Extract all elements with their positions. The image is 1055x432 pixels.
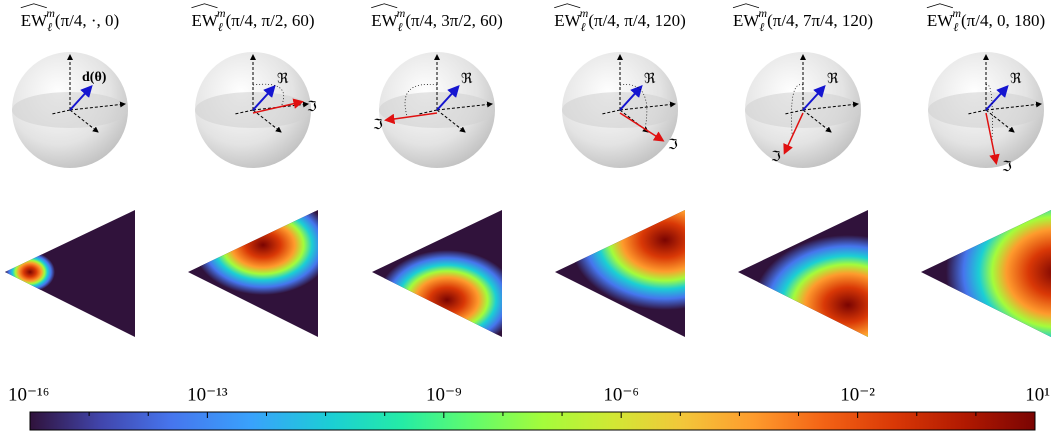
vector-red [384, 112, 438, 125]
imag-label: ℑ [668, 138, 678, 153]
subscript: ℓ [953, 20, 958, 34]
axis [784, 109, 804, 115]
subscript: ℓ [47, 20, 52, 34]
panel-title: EWℓm(π/4, π/2, 60) [191, 6, 314, 34]
vector-red [619, 112, 665, 142]
colorbar-tick-label: 10⁻⁹ [426, 384, 462, 405]
args: (π/4, π/2, 60) [226, 11, 315, 30]
colorbar [29, 411, 1036, 431]
axis [418, 109, 438, 115]
heatmap-blob [193, 210, 318, 295]
operator: EW [21, 11, 48, 30]
subscript: ℓ [581, 20, 586, 34]
subscript: ℓ [398, 20, 403, 34]
colorbar-tick-label: 10⁻² [840, 384, 875, 405]
args: (π/4, 7π/4, 120) [767, 11, 873, 30]
axis [69, 101, 126, 111]
vector-d [985, 85, 1009, 111]
imag-label: ℑ [1002, 160, 1012, 175]
colorbar-tick-label: 10⁻¹³ [187, 384, 228, 405]
axis [985, 109, 1015, 133]
imag-label: ℑ [307, 100, 317, 115]
hat [191, 3, 218, 9]
vector-d [252, 85, 276, 111]
real-label: ℜ [1010, 72, 1022, 87]
real-label: ℜ [277, 72, 289, 87]
axis [802, 101, 859, 111]
vector-red [985, 112, 1000, 165]
arc [985, 84, 993, 142]
operator: EW [554, 11, 581, 30]
axis [985, 101, 1042, 111]
axis [601, 109, 621, 115]
heatmap-blob [377, 250, 502, 337]
direction-label: d(θ) [82, 70, 107, 85]
axis [234, 109, 254, 115]
axis [69, 109, 99, 133]
args: (π/4, ·, 0) [55, 11, 119, 30]
heatmap-blob [753, 235, 868, 337]
args: (π/4, 0, 180) [961, 11, 1045, 30]
real-label: ℜ [461, 72, 473, 87]
heatmap-bg [5, 210, 135, 337]
panel-title: EWℓm(π/4, π/4, 120) [554, 6, 686, 34]
hat [732, 3, 760, 9]
axis [619, 101, 676, 111]
subscript: ℓ [759, 20, 764, 34]
vector-red [783, 112, 804, 155]
hat [20, 3, 47, 9]
axis [619, 109, 649, 133]
axis [51, 109, 71, 115]
heatmap-blob [5, 252, 55, 292]
superscript: m [758, 6, 767, 20]
imag-label: ℑ [373, 118, 383, 133]
superscript: m [217, 6, 226, 20]
args: (π/4, π/4, 120) [588, 11, 685, 30]
imag-label: ℑ [771, 150, 781, 165]
operator: EW [733, 11, 760, 30]
heatmap-blob [570, 210, 685, 310]
vector-d [619, 85, 643, 111]
vector-d [436, 85, 460, 111]
panel-title: EWℓm(π/4, ·, 0) [21, 6, 119, 34]
axis [436, 101, 493, 111]
panel-title: EWℓm(π/4, 0, 180) [927, 6, 1045, 34]
operator: EW [371, 11, 398, 30]
superscript: m [580, 6, 589, 20]
superscript: m [952, 6, 961, 20]
superscript: m [397, 6, 406, 20]
colorbar-tick-label: 10¹ [1025, 384, 1050, 405]
superscript: m [46, 6, 55, 20]
colorbar-tick-label: 10⁻⁶ [603, 384, 639, 405]
colorbar-tick-label: 10⁻¹⁶ [8, 384, 49, 405]
real-label: ℜ [644, 72, 656, 87]
arc [404, 84, 438, 117]
operator: EW [191, 11, 218, 30]
hat [926, 3, 953, 9]
operator: EW [927, 11, 954, 30]
arc [252, 83, 284, 106]
panel-title: EWℓm(π/4, 7π/4, 120) [733, 6, 873, 34]
panel-title: EWℓm(π/4, 3π/2, 60) [371, 6, 503, 34]
args: (π/4, 3π/2, 60) [405, 11, 502, 30]
axis [967, 109, 987, 115]
axis [436, 109, 466, 133]
heatmap-blob [946, 210, 1051, 337]
subscript: ℓ [218, 20, 223, 34]
real-label: ℜ [827, 72, 839, 87]
vector-red [252, 98, 304, 114]
vector-d [802, 85, 826, 111]
vector-d [69, 85, 93, 111]
hat [371, 3, 398, 9]
hat [554, 3, 581, 9]
axis [252, 109, 282, 133]
axis [802, 109, 832, 133]
